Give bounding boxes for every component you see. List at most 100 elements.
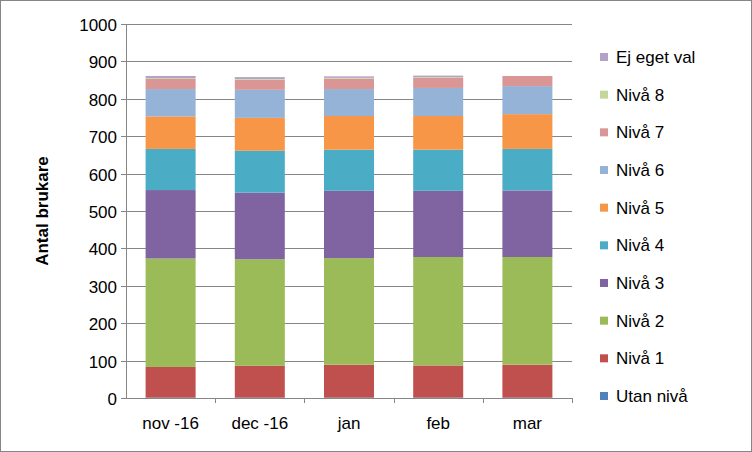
legend-label: Nivå 2 (616, 312, 664, 331)
tick-mark (121, 361, 126, 362)
bar-segment (324, 116, 374, 150)
chart: 0 100 200 300 400 500 600 700 800 900 1000 nov -16 d… (0, 0, 752, 452)
bar-segment (413, 88, 463, 116)
y-tick-label: 600 (89, 166, 117, 185)
bar-segment (324, 258, 374, 365)
y-tick-label: 800 (89, 91, 117, 110)
y-axis-label: Antal brukare (33, 156, 52, 266)
bar-segment (146, 89, 196, 116)
y-tick-label: 500 (89, 203, 117, 222)
bar-segment (502, 149, 552, 191)
grid-line (126, 398, 572, 399)
x-tick-label: nov -16 (142, 414, 199, 433)
legend-swatch (600, 128, 608, 136)
chart-border (1, 1, 752, 452)
bar-segment (146, 79, 196, 89)
tick-mark (121, 136, 126, 137)
bar-segment (146, 76, 196, 78)
bar-segment (324, 89, 374, 116)
legend-label: Nivå 6 (616, 161, 664, 180)
legend-label: Utan nivå (616, 387, 688, 406)
bar-segment (502, 114, 552, 149)
grid-line (126, 61, 572, 62)
bar-segment (502, 75, 552, 76)
bar-segment (502, 86, 552, 114)
bar-segment (502, 365, 552, 398)
tick-mark (121, 211, 126, 212)
x-tick-label: mar (513, 414, 543, 433)
x-tick-label: dec -16 (231, 414, 288, 433)
tick-mark (121, 286, 126, 287)
x-tick-mark (304, 398, 305, 403)
legend-label: Nivå 5 (616, 199, 664, 218)
x-tick-label: jan (337, 414, 361, 433)
y-axis (126, 24, 127, 398)
tick-mark (121, 398, 126, 399)
bar-segment (324, 76, 374, 77)
bar-segment (502, 75, 552, 76)
bar-segment (324, 191, 374, 258)
legend-swatch (600, 166, 608, 174)
y-tick-label: 300 (89, 278, 117, 297)
bar-segment (502, 190, 552, 257)
tick-mark (121, 99, 126, 100)
legend-label: Nivå 8 (616, 86, 664, 105)
legend-swatch (600, 241, 608, 249)
legend-label: Ej eget val (616, 48, 695, 67)
bar-segment (146, 258, 196, 366)
y-tick-label: 900 (89, 53, 117, 72)
bar-segment (146, 367, 196, 398)
y-tick-label: 100 (89, 353, 117, 372)
x-tick-mark (215, 398, 216, 403)
bar-segment (235, 193, 285, 260)
bar-segment (324, 365, 374, 398)
bar-segment (146, 149, 196, 190)
y-tick-label: 700 (89, 128, 117, 147)
bar-segment (235, 366, 285, 398)
bar-segment (146, 116, 196, 149)
legend-swatch (600, 354, 608, 362)
bar-segment (235, 90, 285, 118)
bars (146, 76, 553, 398)
y-tick-label: 0 (108, 390, 117, 409)
legend-swatch (600, 53, 608, 61)
tick-mark (121, 61, 126, 62)
bar-segment (502, 76, 552, 86)
bar-segment (235, 80, 285, 90)
bar-segment (502, 257, 552, 365)
x-tick-mark (572, 398, 573, 403)
legend-swatch (600, 392, 608, 400)
legend-label: Nivå 7 (616, 123, 664, 142)
legend-swatch (600, 317, 608, 325)
bar-segment (235, 259, 285, 366)
tick-mark (121, 174, 126, 175)
bar-segment (324, 79, 374, 89)
bar-segment (324, 150, 374, 191)
legend-label: Nivå 1 (616, 349, 664, 368)
bar-segment (235, 151, 285, 193)
bar-segment (413, 191, 463, 257)
bar-segment (413, 77, 463, 79)
x-axis (126, 398, 572, 399)
y-tick-label: 1000 (79, 16, 117, 35)
tick-mark (121, 248, 126, 249)
bar-segment (413, 78, 463, 88)
legend-label: Nivå 4 (616, 236, 664, 255)
bar-segment (413, 76, 463, 77)
bar-segment (413, 116, 463, 150)
bar-segment (413, 257, 463, 365)
bar-segment (235, 77, 285, 79)
tick-mark (121, 323, 126, 324)
tick-mark (121, 24, 126, 25)
legend-swatch (600, 91, 608, 99)
bar-segment (324, 77, 374, 79)
legend-swatch (600, 204, 608, 212)
bar-segment (146, 190, 196, 258)
y-tick-label: 200 (89, 315, 117, 334)
x-tick-mark (394, 398, 395, 403)
bar-segment (413, 150, 463, 191)
bar-segment (413, 365, 463, 397)
y-tick-label: 400 (89, 240, 117, 259)
x-tick-mark (483, 398, 484, 403)
legend-label: Nivå 3 (616, 274, 664, 293)
